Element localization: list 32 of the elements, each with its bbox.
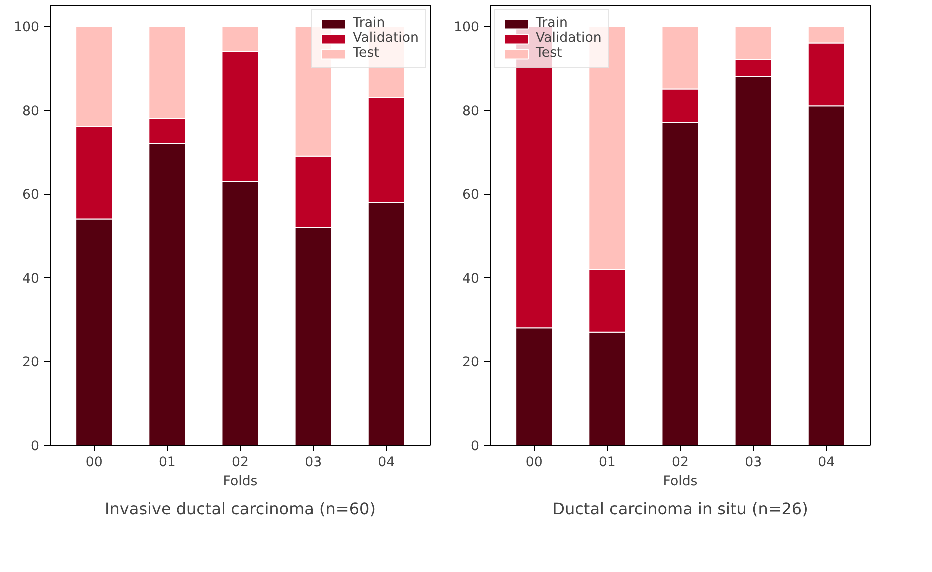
legend-label: Test	[353, 46, 380, 61]
y-tick-label: 100	[454, 20, 480, 36]
x-tick-label: 04	[818, 456, 836, 470]
x-axis-title: Folds	[223, 474, 258, 490]
x-tick-label: 02	[672, 456, 689, 470]
y-tick-label: 80	[462, 104, 480, 120]
x-tick-label: 01	[598, 456, 616, 470]
text: Invasive ductal carcinoma (n=60)	[105, 500, 376, 518]
x-tick-label: 03	[745, 456, 762, 470]
y-tick-label: 0	[471, 440, 480, 454]
x-tick-label: 00	[86, 456, 103, 470]
y-tick-label: 80	[22, 104, 40, 120]
y-tick-label: 100	[14, 20, 40, 36]
legend-label: Test	[536, 46, 562, 61]
y-tick-label: 40	[22, 272, 40, 287]
x-tick-label: 03	[305, 456, 322, 470]
legend-label: Train	[536, 16, 568, 31]
y-tick-label: 20	[462, 356, 480, 371]
x-tick-label: 00	[526, 456, 543, 470]
legend-label: Validation	[353, 31, 419, 46]
x-tick-label: 04	[378, 456, 396, 470]
legend-label: Train	[353, 16, 386, 31]
x-tick-label: 02	[232, 456, 249, 470]
y-tick-label: 40	[462, 272, 480, 287]
text: Ductal carcinoma in situ (n=26)	[552, 500, 808, 518]
y-tick-label: 60	[22, 188, 40, 204]
y-tick-label: 0	[31, 440, 40, 454]
y-tick-label: 60	[462, 188, 480, 204]
x-tick-label: 01	[158, 456, 176, 470]
x-axis-title: Folds	[663, 474, 698, 490]
legend-label: Validation	[536, 31, 602, 46]
y-tick-label: 20	[22, 356, 40, 371]
